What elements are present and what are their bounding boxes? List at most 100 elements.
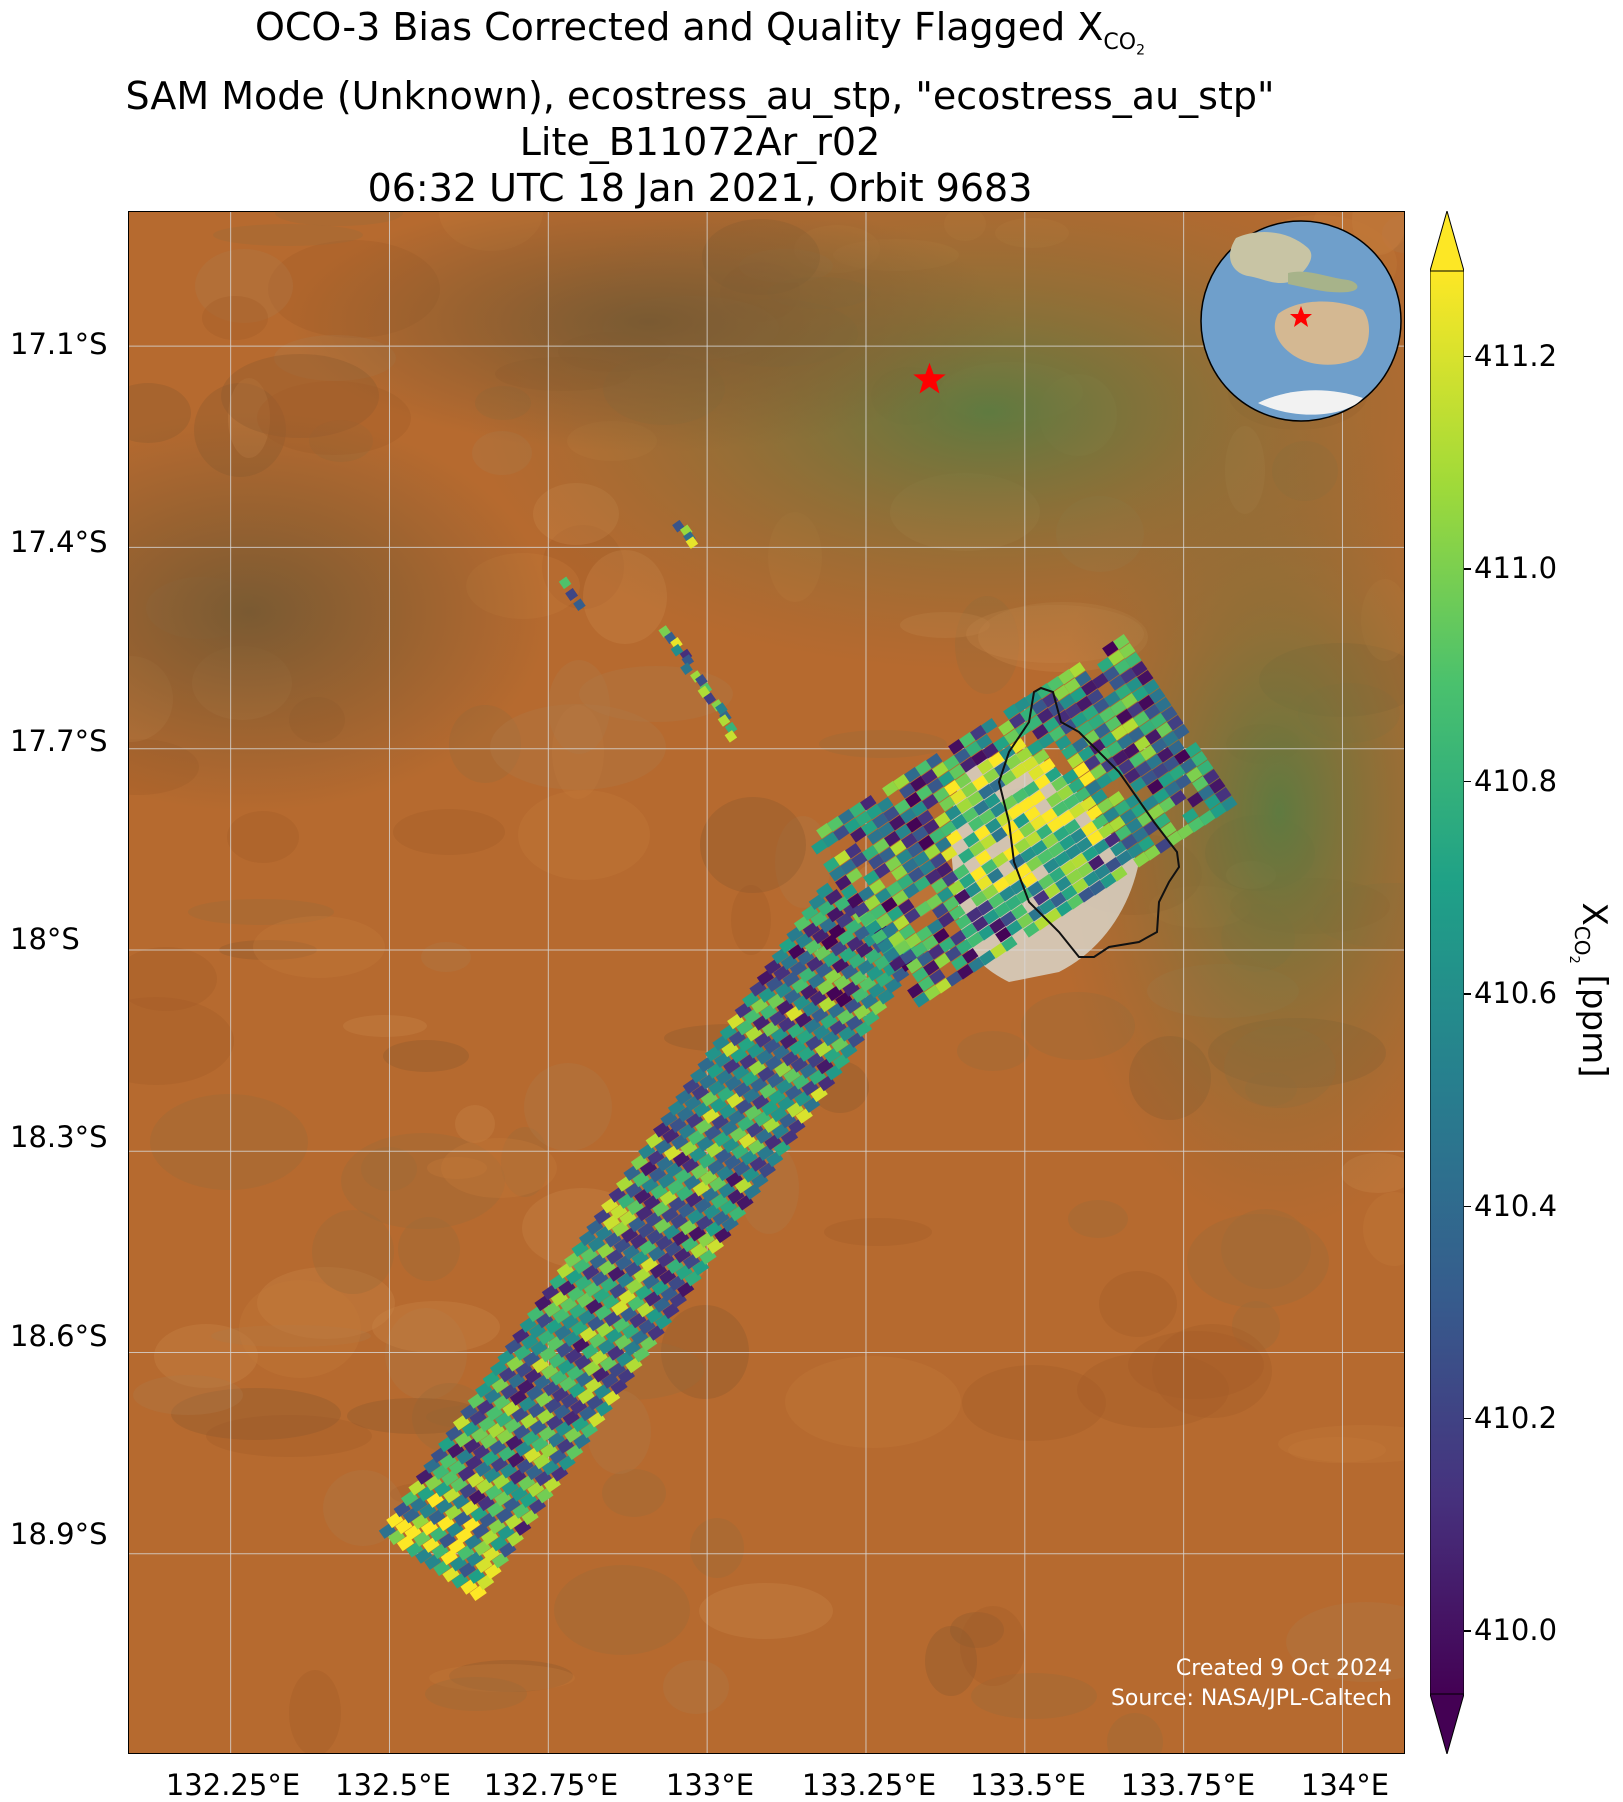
- swath-cell: [1104, 831, 1121, 848]
- swath-cell: [1058, 809, 1075, 826]
- swath-cell: [911, 941, 928, 958]
- site-boundary-outline: [997, 686, 1181, 958]
- swath-cell: [1167, 714, 1184, 731]
- swath-cell: [1145, 728, 1162, 745]
- swath-cell: [994, 760, 1011, 777]
- swath-cell: [1138, 694, 1155, 711]
- swath-cell: [816, 822, 833, 839]
- credit-created: Created 9 Oct 2024: [1175, 1656, 1392, 1681]
- swath-cell: [1105, 856, 1122, 873]
- terrain-patch: [699, 1583, 833, 1639]
- swath-cell: [1018, 796, 1035, 813]
- swath-cell: [1045, 907, 1062, 924]
- terrain-patch: [150, 1094, 308, 1190]
- swath-cell: [869, 878, 886, 895]
- swath-cell: [989, 776, 1006, 793]
- swath-cell: [1071, 852, 1088, 869]
- swath-cell: [1069, 661, 1086, 678]
- swath-cell: [1132, 826, 1149, 843]
- swath-cell: [867, 828, 884, 845]
- swath-cell: [1104, 690, 1121, 707]
- swath-cell: [1158, 771, 1175, 788]
- swath-cell: [945, 804, 962, 821]
- terrain-patch: [372, 1301, 500, 1353]
- swath-cell: [932, 902, 949, 919]
- swath-cell: [1038, 732, 1055, 749]
- swath-cell: [981, 858, 998, 875]
- swath-cell: [939, 936, 956, 953]
- swath-cell: [1209, 777, 1226, 794]
- colorbar-tick-label: 410.4: [1474, 1188, 1558, 1223]
- swath-cell: [915, 759, 932, 776]
- swath-cell: [1013, 812, 1030, 829]
- swath-cell: [970, 724, 987, 741]
- swath-cell: [1163, 755, 1180, 772]
- colorbar: [1430, 211, 1464, 1754]
- swath-cell: [1023, 780, 1040, 797]
- swath-cell: [1033, 889, 1050, 906]
- swath-cell: [1057, 784, 1074, 801]
- swath-cell: [1138, 835, 1155, 852]
- swath-cell: [924, 843, 941, 860]
- lat-label: 18.6°S: [10, 1319, 108, 1353]
- swath-cell: [1099, 706, 1116, 723]
- swath-cell: [921, 768, 938, 785]
- lat-label: 17.7°S: [10, 724, 108, 758]
- swath-cell: [1117, 733, 1134, 750]
- swath-cell: [962, 947, 979, 964]
- swath-cell: [999, 885, 1016, 902]
- swath-cell: [977, 758, 994, 775]
- swath-cell: [1197, 759, 1214, 776]
- swath-cell: [922, 934, 939, 951]
- terrain-patch: [289, 1670, 341, 1753]
- swath-cell: [863, 869, 880, 886]
- swath-cell: [1047, 675, 1064, 692]
- swath-cell: [948, 879, 965, 896]
- swath-cell: [1004, 728, 1021, 745]
- swath-cell: [1058, 668, 1075, 685]
- swath-cell: [972, 915, 989, 932]
- swath-cell: [1151, 737, 1168, 754]
- terrain-patch: [171, 1388, 341, 1440]
- swath-cell: [943, 895, 960, 912]
- swath-cell: [823, 856, 840, 873]
- swath-cell: [976, 733, 993, 750]
- swath-cell: [1036, 823, 1053, 840]
- swath-cell: [916, 925, 933, 942]
- swath-cell: [840, 858, 857, 875]
- swath-cell: [886, 880, 903, 897]
- swath-cell: [1011, 762, 1028, 779]
- swath-cell: [1016, 746, 1033, 763]
- terrain-patch: [602, 1469, 666, 1517]
- swath-cell: [1097, 656, 1114, 673]
- swath-cell: [1064, 677, 1081, 694]
- swath-cell: [1087, 829, 1104, 846]
- colorbar-tick-mark: [1464, 355, 1471, 358]
- colorbar-tick-label: 411.2: [1474, 338, 1558, 373]
- swath-cell: [894, 798, 911, 815]
- colorbar-tick-mark: [1464, 1205, 1471, 1207]
- terrain-patch: [819, 730, 947, 758]
- swath-cell: [859, 910, 876, 927]
- terrain-patch: [425, 1677, 527, 1711]
- terrain-patch: [490, 704, 666, 790]
- swath-cell: [929, 968, 946, 985]
- lat-label: 18.3°S: [10, 1120, 108, 1154]
- swath-cell: [1185, 741, 1202, 758]
- swath-cell: [1089, 879, 1106, 896]
- swath-cell: [703, 692, 717, 705]
- swath-cell: [893, 914, 910, 931]
- swath-cell: [933, 786, 950, 803]
- swath-cell: [935, 977, 952, 994]
- swath-cell: [864, 894, 881, 911]
- swath-cell: [1056, 900, 1073, 917]
- swath-cell: [966, 906, 983, 923]
- swath-cell: [1020, 846, 1037, 863]
- terrain-patch: [253, 916, 385, 978]
- swath-cell: [1133, 710, 1150, 727]
- swath-cell: [1115, 683, 1132, 700]
- swath-cell: [1031, 698, 1048, 715]
- swath-cell: [1045, 766, 1062, 783]
- terrain-patch: [960, 1606, 1026, 1686]
- swath-cell: [1191, 750, 1208, 767]
